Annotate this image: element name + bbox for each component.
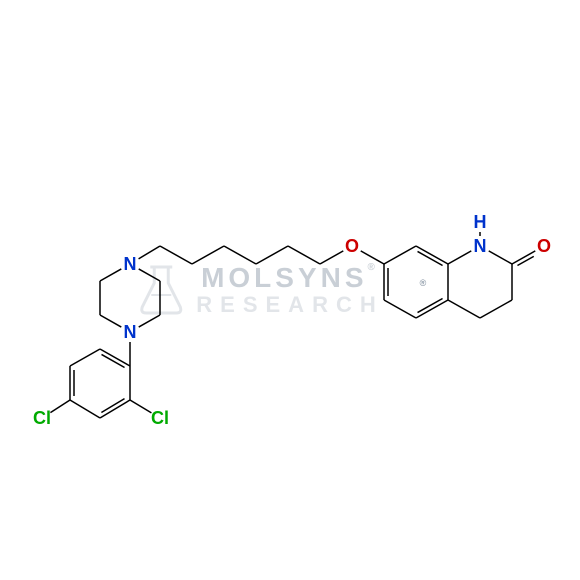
- atom-label-N: N: [124, 322, 137, 342]
- registered-mark-icon: ®: [420, 278, 427, 288]
- atom-label-N: N: [124, 254, 137, 274]
- atom-label-O: O: [345, 236, 359, 256]
- molecule-structure: ClClNNONHO®: [0, 0, 580, 580]
- atom-label-Cl: Cl: [33, 408, 51, 428]
- atom-label-H: H: [474, 212, 487, 232]
- atom-label-O: O: [537, 236, 551, 256]
- atom-label-Cl: Cl: [151, 408, 169, 428]
- atom-label-N: N: [474, 236, 487, 256]
